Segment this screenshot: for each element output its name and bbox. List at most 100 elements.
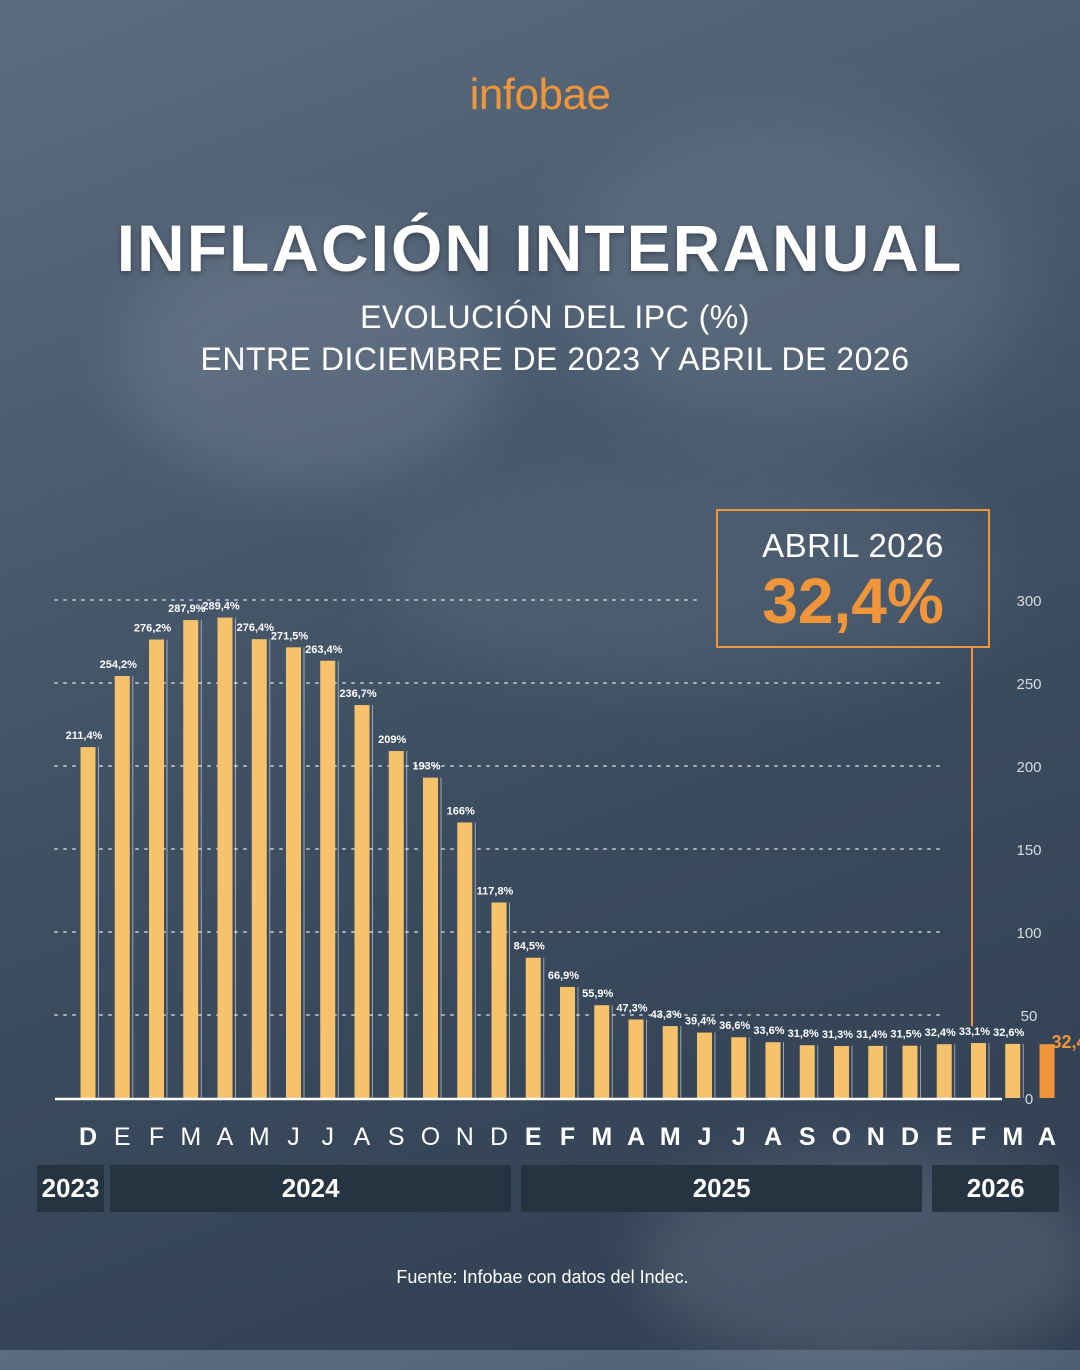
data-label: 84,5% bbox=[514, 941, 545, 953]
y-tick-label: 50 bbox=[1021, 1008, 1038, 1025]
bar bbox=[628, 1019, 644, 1098]
year-label: 2026 bbox=[932, 1165, 1060, 1212]
source-note: Fuente: Infobae con datos del Indec. bbox=[396, 1267, 689, 1287]
bar bbox=[525, 957, 541, 1098]
month-label: A bbox=[626, 1123, 646, 1151]
data-label: 31,8% bbox=[788, 1028, 819, 1040]
bar bbox=[457, 822, 473, 1098]
bar bbox=[320, 660, 336, 1098]
data-label: 31,4% bbox=[856, 1029, 887, 1041]
highlight-box: ABRIL 2026 32,4% bbox=[716, 509, 990, 648]
month-label: A bbox=[353, 1123, 371, 1151]
y-tick-label: 150 bbox=[1016, 842, 1041, 859]
data-label: 32,6% bbox=[993, 1027, 1024, 1039]
infobae-logo: infobae bbox=[469, 70, 611, 119]
month-label: J bbox=[697, 1123, 712, 1151]
month-label: O bbox=[420, 1123, 441, 1151]
month-label: J bbox=[731, 1123, 746, 1151]
month-label: E bbox=[113, 1123, 131, 1151]
bar bbox=[354, 705, 370, 1098]
bar bbox=[731, 1037, 747, 1098]
year-label: 2024 bbox=[110, 1165, 512, 1212]
data-label: 289,4% bbox=[202, 601, 240, 613]
highlight-data-label: 32,4% bbox=[1051, 1032, 1080, 1052]
month-label: F bbox=[148, 1123, 165, 1151]
y-tick-label: 300 bbox=[1016, 593, 1041, 610]
month-label: D bbox=[900, 1123, 920, 1151]
bar bbox=[560, 986, 575, 1098]
month-label: S bbox=[798, 1123, 816, 1151]
chart-subtitle: EVOLUCIÓN DEL IPC (%) ENTRE DICIEMBRE DE… bbox=[0, 296, 1080, 380]
data-label: 32,4% bbox=[925, 1027, 956, 1039]
y-tick-label: 250 bbox=[1016, 676, 1041, 693]
bar bbox=[971, 1043, 986, 1098]
y-tick-label: 200 bbox=[1016, 759, 1041, 776]
data-label: 166% bbox=[447, 805, 475, 817]
month-label: O bbox=[831, 1123, 852, 1151]
data-label: 276,2% bbox=[134, 623, 172, 635]
background-blur bbox=[380, 470, 1000, 690]
month-label: D bbox=[489, 1123, 509, 1151]
data-label: 31,5% bbox=[890, 1029, 921, 1041]
month-label: M bbox=[591, 1123, 613, 1151]
bar bbox=[286, 647, 301, 1098]
month-label: F bbox=[970, 1123, 987, 1151]
month-label: A bbox=[216, 1123, 234, 1151]
month-label: E bbox=[524, 1123, 542, 1151]
year-label: 2023 bbox=[37, 1165, 104, 1212]
bar bbox=[765, 1042, 781, 1098]
data-label: 43,3% bbox=[651, 1009, 682, 1021]
data-label: 36,6% bbox=[719, 1020, 750, 1032]
month-label: M bbox=[659, 1123, 681, 1151]
data-label: 66,9% bbox=[548, 970, 579, 982]
month-label: M bbox=[1002, 1123, 1024, 1151]
bar bbox=[423, 777, 438, 1098]
bar bbox=[697, 1032, 712, 1098]
bar bbox=[662, 1026, 678, 1098]
bar bbox=[799, 1045, 815, 1098]
bar bbox=[217, 617, 233, 1098]
data-label: 33,1% bbox=[959, 1026, 990, 1038]
bar bbox=[491, 902, 507, 1098]
bar bbox=[902, 1045, 918, 1098]
month-label: A bbox=[763, 1123, 783, 1151]
background-blur bbox=[120, 230, 500, 490]
bar bbox=[868, 1045, 884, 1098]
month-label: J bbox=[287, 1123, 300, 1151]
bar bbox=[80, 747, 96, 1098]
bar bbox=[1005, 1043, 1021, 1098]
data-label: 39,4% bbox=[685, 1016, 716, 1028]
month-label: J bbox=[321, 1123, 335, 1151]
data-label: 254,2% bbox=[100, 659, 138, 671]
data-label: 193% bbox=[412, 761, 440, 773]
data-label: 211,4% bbox=[66, 730, 103, 742]
month-label: M bbox=[248, 1123, 270, 1151]
data-label: 47,3% bbox=[616, 1002, 647, 1014]
bar bbox=[594, 1005, 610, 1098]
bar bbox=[114, 676, 130, 1098]
data-label: 117,8% bbox=[477, 885, 514, 897]
data-label: 33,6% bbox=[753, 1025, 784, 1037]
data-label: 209% bbox=[378, 734, 406, 746]
y-tick-label: 0 bbox=[1025, 1091, 1033, 1108]
month-label: E bbox=[935, 1123, 953, 1151]
data-label: 236,7% bbox=[339, 688, 377, 700]
data-label: 271,5% bbox=[271, 630, 309, 642]
bar bbox=[183, 620, 199, 1098]
data-label: 263,4% bbox=[305, 644, 343, 656]
subtitle-line-2: ENTRE DICIEMBRE DE 2023 Y ABRIL DE 2026 bbox=[200, 341, 910, 377]
bar bbox=[251, 639, 267, 1098]
bar bbox=[149, 639, 164, 1098]
bar bbox=[936, 1044, 952, 1098]
background-blur bbox=[560, 120, 1020, 440]
y-tick-label: 100 bbox=[1016, 925, 1041, 942]
month-label: D bbox=[78, 1123, 98, 1151]
bar bbox=[388, 751, 404, 1098]
month-label: M bbox=[180, 1123, 202, 1151]
month-label: A bbox=[1037, 1123, 1057, 1151]
month-label: N bbox=[866, 1123, 885, 1151]
year-label: 2025 bbox=[521, 1165, 923, 1212]
data-label: 276,4% bbox=[237, 622, 275, 634]
highlight-bar bbox=[1039, 1044, 1055, 1098]
